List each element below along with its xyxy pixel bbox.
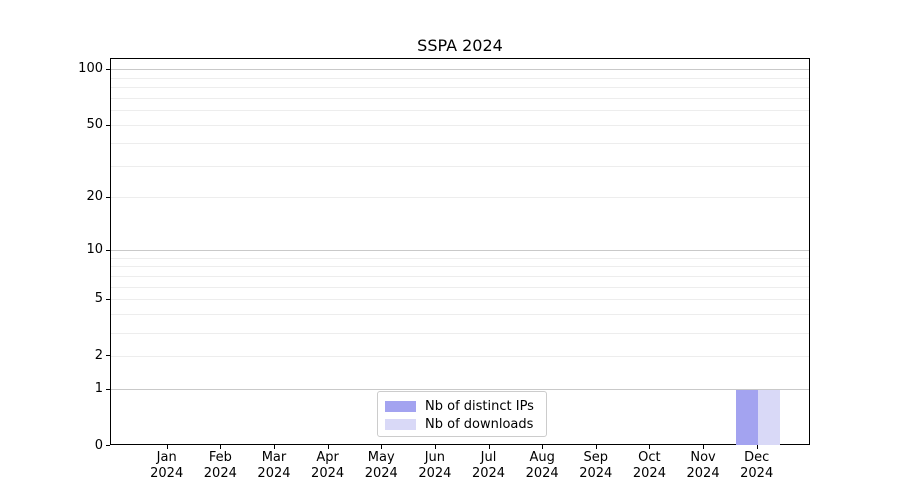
- gridline-major: [111, 389, 809, 390]
- gridline-minor: [111, 165, 809, 167]
- x-tick-label: Aug 2024: [512, 450, 572, 482]
- gridline-minor: [111, 197, 809, 199]
- y-tick-mark: [106, 445, 110, 446]
- y-tick-label: 100: [78, 61, 103, 77]
- gridline-minor: [111, 355, 809, 357]
- y-tick-mark: [106, 68, 110, 70]
- gridline-major: [111, 250, 809, 252]
- x-tick-label: Jan 2024: [137, 450, 197, 482]
- x-tick-month: Feb: [208, 450, 232, 465]
- chart-title: SSPA 2024: [417, 36, 503, 55]
- x-tick-month: May: [367, 450, 395, 465]
- x-tick-mark: [649, 445, 651, 449]
- gridline-minor: [111, 276, 809, 278]
- x-tick-mark: [166, 445, 168, 449]
- bar-downloads: [757, 389, 780, 445]
- y-tick-label: 10: [86, 242, 103, 258]
- x-tick-label: Sep 2024: [566, 450, 626, 482]
- x-tick-mark: [273, 445, 275, 449]
- legend-item-distinct-ips: Nb of distinct IPs: [385, 398, 539, 415]
- y-tick-mark: [106, 355, 110, 357]
- x-tick-month: Aug: [529, 450, 555, 465]
- x-tick-label: Dec 2024: [727, 450, 787, 482]
- x-tick-month: Jun: [424, 450, 446, 465]
- bar-distinct-ips: [735, 389, 758, 445]
- x-tick-month: Jul: [480, 450, 497, 465]
- x-tick-month: Jan: [156, 450, 177, 465]
- gridline-minor: [111, 125, 809, 127]
- x-tick-year: 2024: [311, 466, 345, 481]
- y-tick-label: 0: [94, 437, 103, 453]
- x-tick-label: Mar 2024: [244, 450, 304, 482]
- x-tick-year: 2024: [203, 466, 237, 481]
- y-tick-mark: [106, 124, 110, 126]
- x-tick-year: 2024: [579, 466, 613, 481]
- x-tick-mark: [381, 445, 383, 449]
- gridline-minor: [111, 77, 809, 79]
- x-tick-label: Nov 2024: [673, 450, 733, 482]
- x-tick-mark: [220, 445, 222, 449]
- x-tick-label: May 2024: [351, 450, 411, 482]
- y-tick-label: 2: [94, 347, 103, 363]
- y-tick-mark: [106, 249, 110, 251]
- y-tick-label: 5: [94, 291, 103, 307]
- x-tick-year: 2024: [150, 466, 184, 481]
- gridline-minor: [111, 98, 809, 100]
- x-tick-label: Jun 2024: [405, 450, 465, 482]
- y-tick-mark: [106, 196, 110, 198]
- legend-swatch-distinct-ips: [385, 401, 416, 412]
- legend-label-downloads: Nb of downloads: [425, 417, 534, 432]
- gridline-minor: [111, 142, 809, 144]
- y-tick-mark: [106, 388, 110, 390]
- x-tick-year: 2024: [525, 466, 559, 481]
- x-tick-year: 2024: [740, 466, 774, 481]
- x-tick-year: 2024: [471, 466, 506, 481]
- x-tick-month: Apr: [316, 450, 339, 465]
- legend-label-distinct-ips: Nb of distinct IPs: [425, 399, 534, 414]
- gridline-minor: [111, 87, 809, 89]
- x-tick-mark: [488, 445, 490, 449]
- x-tick-label: Feb 2024: [190, 450, 250, 482]
- x-tick-month: Mar: [261, 450, 287, 465]
- gridline-minor: [111, 110, 809, 112]
- x-tick-mark: [542, 445, 544, 449]
- gridline-major: [111, 69, 809, 71]
- x-tick-mark: [595, 445, 597, 449]
- plot-area: [110, 58, 810, 445]
- x-tick-month: Sep: [583, 450, 609, 465]
- x-tick-label: Apr 2024: [298, 450, 358, 482]
- gridline-minor: [111, 299, 809, 301]
- x-tick-month: Nov: [690, 450, 716, 465]
- legend: Nb of distinct IPs Nb of downloads: [377, 391, 547, 437]
- x-tick-mark: [327, 445, 329, 449]
- gridline-minor: [111, 257, 809, 259]
- y-tick-label: 20: [86, 189, 103, 205]
- x-tick-year: 2024: [257, 466, 291, 481]
- legend-swatch-downloads: [385, 419, 416, 430]
- x-tick-year: 2024: [364, 466, 398, 481]
- legend-item-downloads: Nb of downloads: [385, 416, 539, 433]
- x-tick-mark: [703, 445, 705, 449]
- x-tick-label: Oct 2024: [619, 450, 679, 482]
- y-tick-mark: [106, 298, 110, 300]
- x-tick-month: Dec: [744, 450, 770, 465]
- x-tick-month: Oct: [638, 450, 661, 465]
- x-tick-year: 2024: [686, 466, 720, 481]
- gridline-minor: [111, 314, 809, 316]
- y-tick-label: 1: [94, 381, 103, 396]
- gridline-minor: [111, 266, 809, 268]
- gridline-minor: [111, 332, 809, 334]
- x-tick-year: 2024: [418, 466, 452, 481]
- y-tick-label: 50: [86, 117, 103, 133]
- x-tick-mark: [756, 445, 758, 449]
- x-tick-mark: [434, 445, 436, 449]
- x-tick-label: Jul 2024: [459, 450, 519, 482]
- x-tick-year: 2024: [632, 466, 666, 481]
- gridline-minor: [111, 286, 809, 288]
